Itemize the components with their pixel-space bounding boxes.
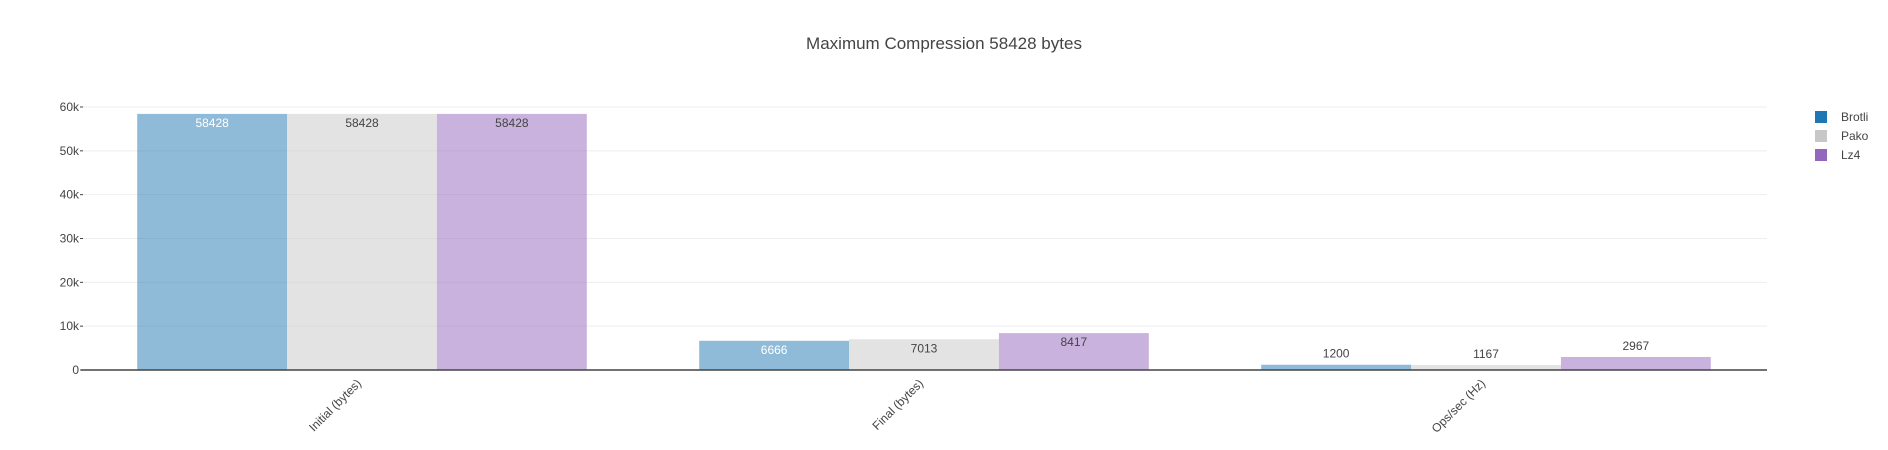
bar-value-labels: 58428 58428 58428 6666 7013 8417 1200 1167 2967 (195, 116, 1649, 361)
bar-value-label: 7013 (911, 341, 938, 355)
bar-value-label: 8417 (1061, 335, 1088, 349)
bar-lz4 (998, 333, 1149, 370)
x-tick-label: Ops/sec (Hz) (1429, 376, 1488, 435)
bar-brotli (699, 340, 850, 370)
legend-item-lz4[interactable]: Lz4 (1815, 145, 1868, 164)
y-tick-label: 30k (60, 232, 80, 246)
y-tick-label: 10k (60, 319, 80, 333)
y-tick-label: 50k (60, 144, 80, 158)
bar-value-label: 58428 (195, 116, 229, 130)
bar-pako (849, 339, 999, 370)
x-tick-label: Final (bytes) (870, 376, 927, 433)
bar-pako (287, 113, 437, 371)
legend-label: Brotli (1841, 109, 1869, 124)
bar-brotli (137, 113, 288, 371)
chart-title: Maximum Compression 58428 bytes (806, 34, 1082, 53)
bar-value-label: 58428 (495, 116, 529, 130)
bar-pako (1411, 364, 1561, 370)
y-tick-label: 20k (60, 275, 80, 289)
y-tick-label: 40k (60, 188, 80, 202)
bar-value-label: 58428 (345, 116, 379, 130)
legend-label: Pako (1841, 128, 1869, 143)
bar-brotli (1261, 364, 1412, 370)
x-tick-label: Initial (bytes) (306, 376, 364, 434)
legend-swatch (1815, 148, 1827, 161)
bar-value-label: 1200 (1323, 347, 1350, 361)
legend-swatch (1815, 110, 1827, 123)
bar-value-label: 1167 (1473, 347, 1499, 361)
legend-label: Lz4 (1841, 147, 1861, 162)
bar-lz4 (436, 113, 587, 371)
legend-item-pako[interactable]: Pako (1815, 126, 1868, 145)
y-tick-label: 60k (60, 100, 80, 114)
bar-lz4 (1560, 356, 1711, 370)
bar-value-label: 6666 (761, 343, 788, 357)
legend-item-brotli[interactable]: Brotli (1815, 107, 1868, 126)
bars (137, 113, 1711, 371)
legend[interactable]: Brotli Pako Lz4 (1815, 107, 1868, 164)
bar-value-label: 2967 (1623, 339, 1650, 353)
legend-swatch (1815, 129, 1827, 142)
grid-lines (81, 106, 1767, 327)
y-tick-label: 0 (72, 363, 79, 377)
